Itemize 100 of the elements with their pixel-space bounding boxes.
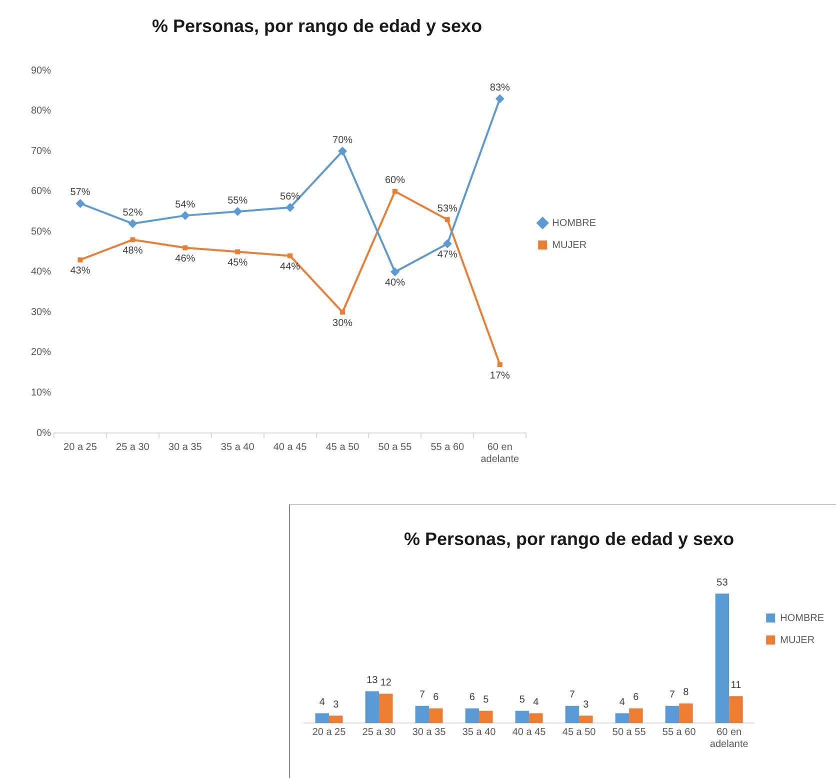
data-label: 53 [716,577,728,588]
legend-label: HOMBRE [552,218,596,229]
point [286,203,295,212]
x-tick-label: 40 a 45 [512,726,546,738]
point [180,211,190,220]
x-tick-label: 40 a 45 [273,442,308,453]
x-tick-label: 35 a 40 [462,726,496,738]
data-label: 43% [70,266,90,277]
bar [565,706,580,723]
data-label: 7 [419,690,426,701]
point [444,217,450,222]
data-label: 6 [433,692,440,704]
point [128,219,138,228]
data-label: 70% [332,134,353,146]
data-label: 6 [633,692,640,704]
point [233,207,242,216]
data-label: 12 [380,677,392,688]
x-tick-label: 55 a 60 [662,726,696,738]
y-tick-label: 70% [31,146,52,157]
y-tick-label: 30% [31,306,52,318]
bar [715,594,730,723]
data-label: 11 [730,680,742,691]
data-label: 5 [483,694,490,706]
x-tick-label: 50 a 55 [612,726,646,738]
data-label: 54% [175,199,196,210]
bar [529,713,543,723]
x-tick-label: 45 a 50 [326,442,360,453]
legend-label: MUJER [552,240,587,251]
bar [679,703,693,723]
data-label: 45% [228,258,248,269]
chart-title: % Personas, por rango de edad y sexo [152,16,482,36]
point [442,239,452,248]
y-tick-label: 60% [31,186,52,198]
bar [729,696,743,723]
legend-label: MUJER [780,634,815,646]
data-label: 48% [122,245,143,256]
point [76,198,85,208]
point [495,94,504,104]
data-label: 30% [332,318,353,329]
point [340,310,345,315]
data-label: 52% [122,207,143,218]
x-tick-label: 60 en adelante [710,726,749,750]
x-tick-label: 50 a 55 [378,442,412,453]
point [390,267,400,276]
bar [665,706,680,723]
point [288,253,293,258]
data-label: 13 [366,675,378,686]
bar [329,716,343,723]
x-tick-label: 45 a 50 [562,726,596,738]
bar [379,694,393,723]
data-label: 8 [683,687,690,698]
bar [315,713,330,723]
point [338,146,348,156]
y-tick-label: 0% [36,428,52,439]
bar [479,710,493,723]
x-tick-label: 25 a 30 [116,442,150,453]
data-label: 44% [280,262,300,273]
y-tick-label: 90% [31,65,52,76]
x-tick-label: 20 a 25 [64,442,98,453]
data-label: 46% [175,254,196,265]
data-label: 7 [569,690,576,701]
x-tick-label: 35 a 40 [220,442,255,453]
point [497,362,502,368]
data-label: 56% [280,191,300,202]
point [182,245,188,250]
data-label: 47% [437,249,458,260]
point [78,257,83,262]
data-label: 3 [333,699,340,710]
bar [579,716,593,723]
bar [365,691,380,723]
data-label: 4 [533,696,540,708]
data-label: 57% [70,187,90,198]
data-label: 5 [519,694,526,706]
x-tick-label: 30 a 35 [168,442,202,453]
point [130,237,136,242]
data-label: 53% [437,203,458,214]
data-label: 3 [583,699,590,710]
data-label: 4 [319,696,326,708]
x-tick-label: 30 a 35 [412,726,446,738]
x-tick-label: 20 a 25 [312,726,346,738]
y-tick-label: 40% [31,266,52,278]
bar [629,708,643,723]
x-tick-label: 55 a 60 [430,442,465,453]
data-label: 7 [669,690,676,701]
data-label: 6 [469,692,476,704]
bar [429,708,443,723]
chart-title: % Personas, por rango de edad y sexo [404,528,734,549]
x-tick-label: 25 a 30 [362,726,396,738]
data-label: 17% [490,370,510,382]
y-tick-label: 20% [31,347,52,358]
data-label: 4 [619,696,626,708]
x-tick-label: 60 en adelante [480,442,520,465]
bar [615,713,630,723]
data-label: 40% [384,278,406,289]
y-tick-label: 10% [31,387,52,398]
bar [465,708,480,723]
bar [415,706,430,723]
legend-label: HOMBRE [780,612,824,624]
point [235,249,240,254]
y-tick-label: 50% [31,226,52,238]
